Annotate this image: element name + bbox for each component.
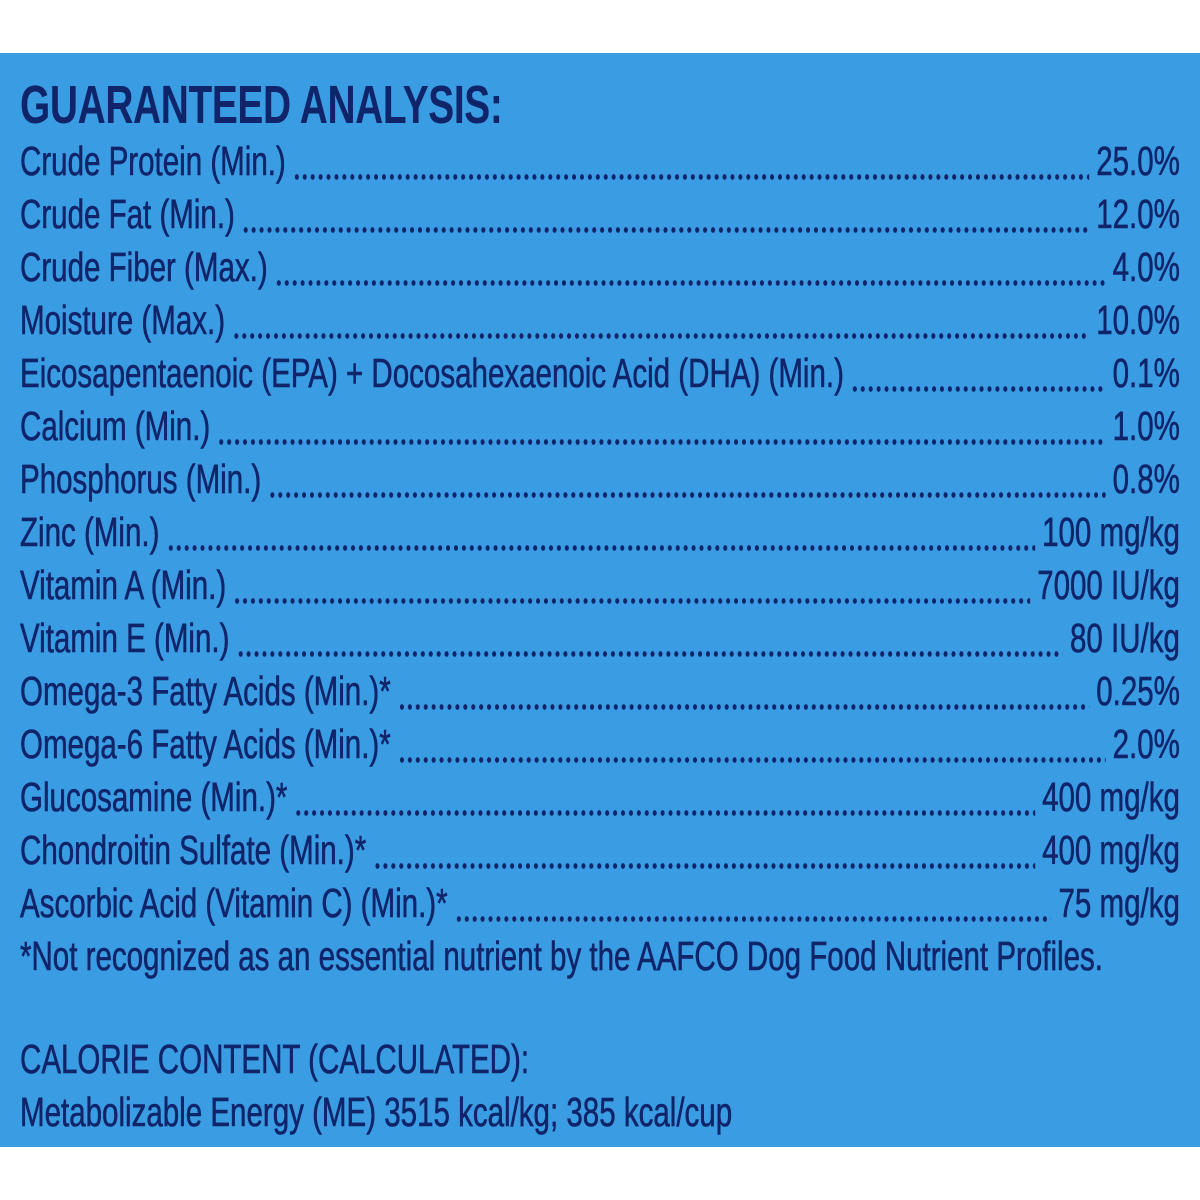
nutrient-row: Crude Fat (Min.) 12.0%: [20, 188, 1180, 241]
nutrient-value: 400 mg/kg: [1042, 774, 1180, 821]
nutrient-value: 25.0%: [1096, 138, 1180, 185]
nutrient-row: Glucosamine (Min.)* 400 mg/kg: [20, 771, 1180, 824]
nutrient-value: 80 IU/kg: [1069, 615, 1180, 662]
nutrient-label: Omega-3 Fatty Acids (Min.)*: [20, 668, 391, 715]
nutrient-label: Vitamin E (Min.): [20, 615, 230, 662]
guaranteed-analysis-panel: GUARANTEED ANALYSIS: Crude Protein (Min.…: [0, 53, 1200, 1147]
nutrient-value: 75 mg/kg: [1058, 880, 1180, 927]
nutrient-label: Crude Protein (Min.): [20, 138, 286, 185]
nutrient-row: Chondroitin Sulfate (Min.)* 400 mg/kg: [20, 824, 1180, 877]
nutrient-label: Phosphorus (Min.): [20, 456, 262, 503]
footnote: *Not recognized as an essential nutrient…: [20, 933, 1103, 980]
dot-leader: [236, 612, 1063, 665]
nutrient-value: 100 mg/kg: [1042, 509, 1180, 556]
section-title: GUARANTEED ANALYSIS:: [20, 75, 503, 135]
dot-leader: [166, 506, 1035, 559]
dot-leader: [268, 453, 1106, 506]
nutrient-value: 7000 IU/kg: [1037, 562, 1180, 609]
nutrient-row: Moisture (Max.) 10.0%: [20, 294, 1180, 347]
nutrient-row: Zinc (Min.) 100 mg/kg: [20, 506, 1180, 559]
analysis-content: GUARANTEED ANALYSIS: Crude Protein (Min.…: [20, 75, 1180, 1139]
nutrient-label: Moisture (Max.): [20, 297, 226, 344]
nutrient-row: Crude Fiber (Max.) 4.0%: [20, 241, 1180, 294]
nutrient-label: Zinc (Min.): [20, 509, 160, 556]
dot-leader: [454, 877, 1052, 930]
nutrient-row: Crude Protein (Min.) 25.0%: [20, 135, 1180, 188]
nutrient-label: Chondroitin Sulfate (Min.)*: [20, 827, 367, 874]
nutrient-row: Eicosapentaenoic (EPA) + Docosahexaenoic…: [20, 347, 1180, 400]
dot-leader: [851, 347, 1106, 400]
nutrient-row: Ascorbic Acid (Vitamin C) (Min.)* 75 mg/k…: [20, 877, 1180, 930]
nutrient-label: Crude Fiber (Max.): [20, 244, 268, 291]
nutrient-value: 10.0%: [1096, 297, 1180, 344]
dot-leader: [232, 294, 1090, 347]
nutrient-row: Calcium (Min.) 1.0%: [20, 400, 1180, 453]
nutrient-value: 0.25%: [1096, 668, 1180, 715]
nutrient-row: Vitamin E (Min.) 80 IU/kg: [20, 612, 1180, 665]
dot-leader: [292, 135, 1090, 188]
dot-leader: [274, 241, 1106, 294]
nutrient-row: Vitamin A (Min.) 7000 IU/kg: [20, 559, 1180, 612]
nutrient-label: Calcium (Min.): [20, 403, 211, 450]
dot-leader: [397, 718, 1106, 771]
dot-leader: [373, 824, 1035, 877]
nutrient-value: 1.0%: [1112, 403, 1180, 450]
dot-leader: [397, 665, 1090, 718]
nutrient-value: 0.8%: [1112, 456, 1180, 503]
nutrient-label: Crude Fat (Min.): [20, 191, 235, 238]
nutrient-value: 2.0%: [1112, 721, 1180, 768]
nutrient-label: Eicosapentaenoic (EPA) + Docosahexaenoic…: [20, 350, 844, 397]
calorie-title: CALORIE CONTENT (CALCULATED):: [20, 1036, 530, 1083]
dot-leader: [294, 771, 1035, 824]
dot-leader: [217, 400, 1106, 453]
nutrient-label: Glucosamine (Min.)*: [20, 774, 288, 821]
nutrient-value: 12.0%: [1096, 191, 1180, 238]
nutrient-row: Omega-6 Fatty Acids (Min.)* 2.0%: [20, 718, 1180, 771]
nutrient-value: 0.1%: [1112, 350, 1180, 397]
nutrient-label: Omega-6 Fatty Acids (Min.)*: [20, 721, 391, 768]
nutrient-label: Vitamin A (Min.): [20, 562, 227, 609]
nutrient-row: Omega-3 Fatty Acids (Min.)* 0.25%: [20, 665, 1180, 718]
calorie-text: Metabolizable Energy (ME) 3515 kcal/kg; …: [20, 1089, 733, 1136]
nutrient-list: Crude Protein (Min.) 25.0% Crude Fat (Min.…: [20, 135, 1180, 930]
dot-leader: [242, 188, 1090, 241]
nutrient-row: Phosphorus (Min.) 0.8%: [20, 453, 1180, 506]
nutrient-value: 4.0%: [1112, 244, 1180, 291]
nutrient-value: 400 mg/kg: [1042, 827, 1180, 874]
nutrient-label: Ascorbic Acid (Vitamin C) (Min.)*: [20, 880, 448, 927]
dot-leader: [233, 559, 1030, 612]
